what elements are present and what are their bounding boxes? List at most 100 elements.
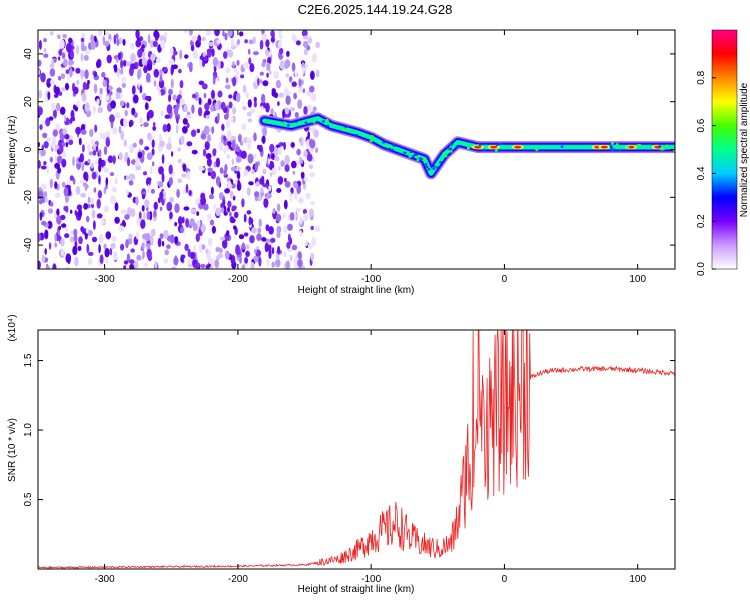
noise-blob <box>54 181 58 190</box>
colorbar-ticks: 0.0 0.2 0.4 0.6 0.8 <box>696 70 716 276</box>
noise-blob <box>129 263 135 269</box>
noise-blob <box>75 126 81 135</box>
noise-blob <box>187 248 191 258</box>
noise-blob <box>103 205 109 213</box>
noise-blob <box>78 236 83 245</box>
noise-blob <box>136 231 139 240</box>
noise-blob <box>236 59 240 66</box>
noise-blob <box>49 178 53 189</box>
noise-blob <box>259 188 264 193</box>
ridge-speckle <box>345 127 349 130</box>
noise-blob <box>38 260 41 269</box>
noise-blob <box>173 50 178 56</box>
noise-blob <box>161 154 165 164</box>
ridge-speckle <box>499 142 502 146</box>
ridge-hotspot <box>600 145 608 149</box>
noise-blob <box>130 42 135 50</box>
noise-blob <box>285 73 289 78</box>
noise-blob <box>64 233 70 239</box>
noise-blob <box>191 35 197 43</box>
noise-blob <box>259 39 264 50</box>
noise-blob <box>139 85 143 94</box>
noise-blob <box>235 166 241 172</box>
noise-blob <box>56 208 60 216</box>
noise-blob <box>40 183 47 190</box>
y-tick-label: 1.5 <box>23 353 34 367</box>
noise-blob <box>188 190 192 196</box>
noise-blob <box>220 101 226 111</box>
noise-blob <box>191 93 197 99</box>
noise-blob <box>78 157 84 163</box>
noise-blob <box>230 116 234 123</box>
noise-blob <box>65 141 69 148</box>
noise-blob <box>67 76 71 81</box>
noise-blob <box>58 144 64 155</box>
ridge-speckle <box>658 145 662 148</box>
noise-blob <box>246 187 251 196</box>
noise-blob <box>69 230 74 235</box>
noise-blob <box>222 30 225 37</box>
noise-blob <box>271 167 277 173</box>
noise-blob <box>146 211 151 220</box>
noise-blob <box>197 34 202 44</box>
noise-blob <box>262 80 269 87</box>
noise-blob <box>204 110 210 116</box>
noise-blob <box>61 158 67 168</box>
noise-blob <box>105 177 109 186</box>
x-tick-label: -300 <box>95 574 115 585</box>
noise-blob <box>308 38 313 43</box>
noise-blob <box>149 166 153 175</box>
noise-blob <box>270 36 276 43</box>
noise-blob <box>70 109 75 119</box>
noise-blob <box>215 246 220 253</box>
noise-blob <box>114 216 120 224</box>
noise-blob <box>109 172 115 177</box>
noise-blob <box>72 104 77 110</box>
noise-blob <box>253 96 257 103</box>
ridge-speckle <box>392 144 396 147</box>
noise-blob <box>137 151 143 159</box>
ridge-speckle <box>535 148 539 152</box>
noise-blob <box>62 128 68 136</box>
noise-blob <box>269 172 273 177</box>
noise-blob <box>192 222 198 232</box>
noise-blob <box>277 245 281 255</box>
ridge-speckle <box>416 158 420 162</box>
noise-blob <box>97 190 103 199</box>
noise-blob <box>49 68 56 77</box>
noise-blob <box>223 211 228 216</box>
noise-blob <box>104 131 111 137</box>
noise-blob <box>298 197 304 204</box>
y-tick-label: 0 <box>23 146 34 152</box>
noise-blob <box>211 89 215 100</box>
noise-blob <box>105 231 112 240</box>
ridge-speckle <box>424 163 428 166</box>
noise-blob <box>207 167 213 172</box>
noise-blob <box>84 69 89 79</box>
noise-blob <box>273 92 279 99</box>
noise-blob <box>142 250 145 260</box>
noise-blob <box>110 100 116 109</box>
ridge-speckle <box>368 136 372 139</box>
noise-blob <box>226 153 231 160</box>
snr-axes: -300 -200 -100 0 100 0.5 1.0 1.5 <box>23 330 675 585</box>
noise-blob <box>208 257 212 265</box>
noise-blob <box>133 112 138 118</box>
noise-blob <box>147 109 154 119</box>
noise-blob <box>227 180 232 188</box>
ridge-speckle <box>612 148 616 151</box>
noise-blob <box>144 262 148 268</box>
noise-blob <box>277 101 280 106</box>
noise-blob <box>228 94 233 99</box>
noise-blob <box>226 145 229 152</box>
noise-blob <box>212 148 217 157</box>
noise-blob <box>143 211 146 221</box>
noise-blob <box>248 217 254 225</box>
noise-blob <box>58 91 63 96</box>
noise-blob <box>301 79 304 86</box>
noise-blob <box>59 106 66 115</box>
noise-blob <box>273 146 279 157</box>
colorbar-tick-label: 0.0 <box>696 262 707 276</box>
noise-blob <box>306 90 312 97</box>
noise-blob <box>43 141 49 149</box>
